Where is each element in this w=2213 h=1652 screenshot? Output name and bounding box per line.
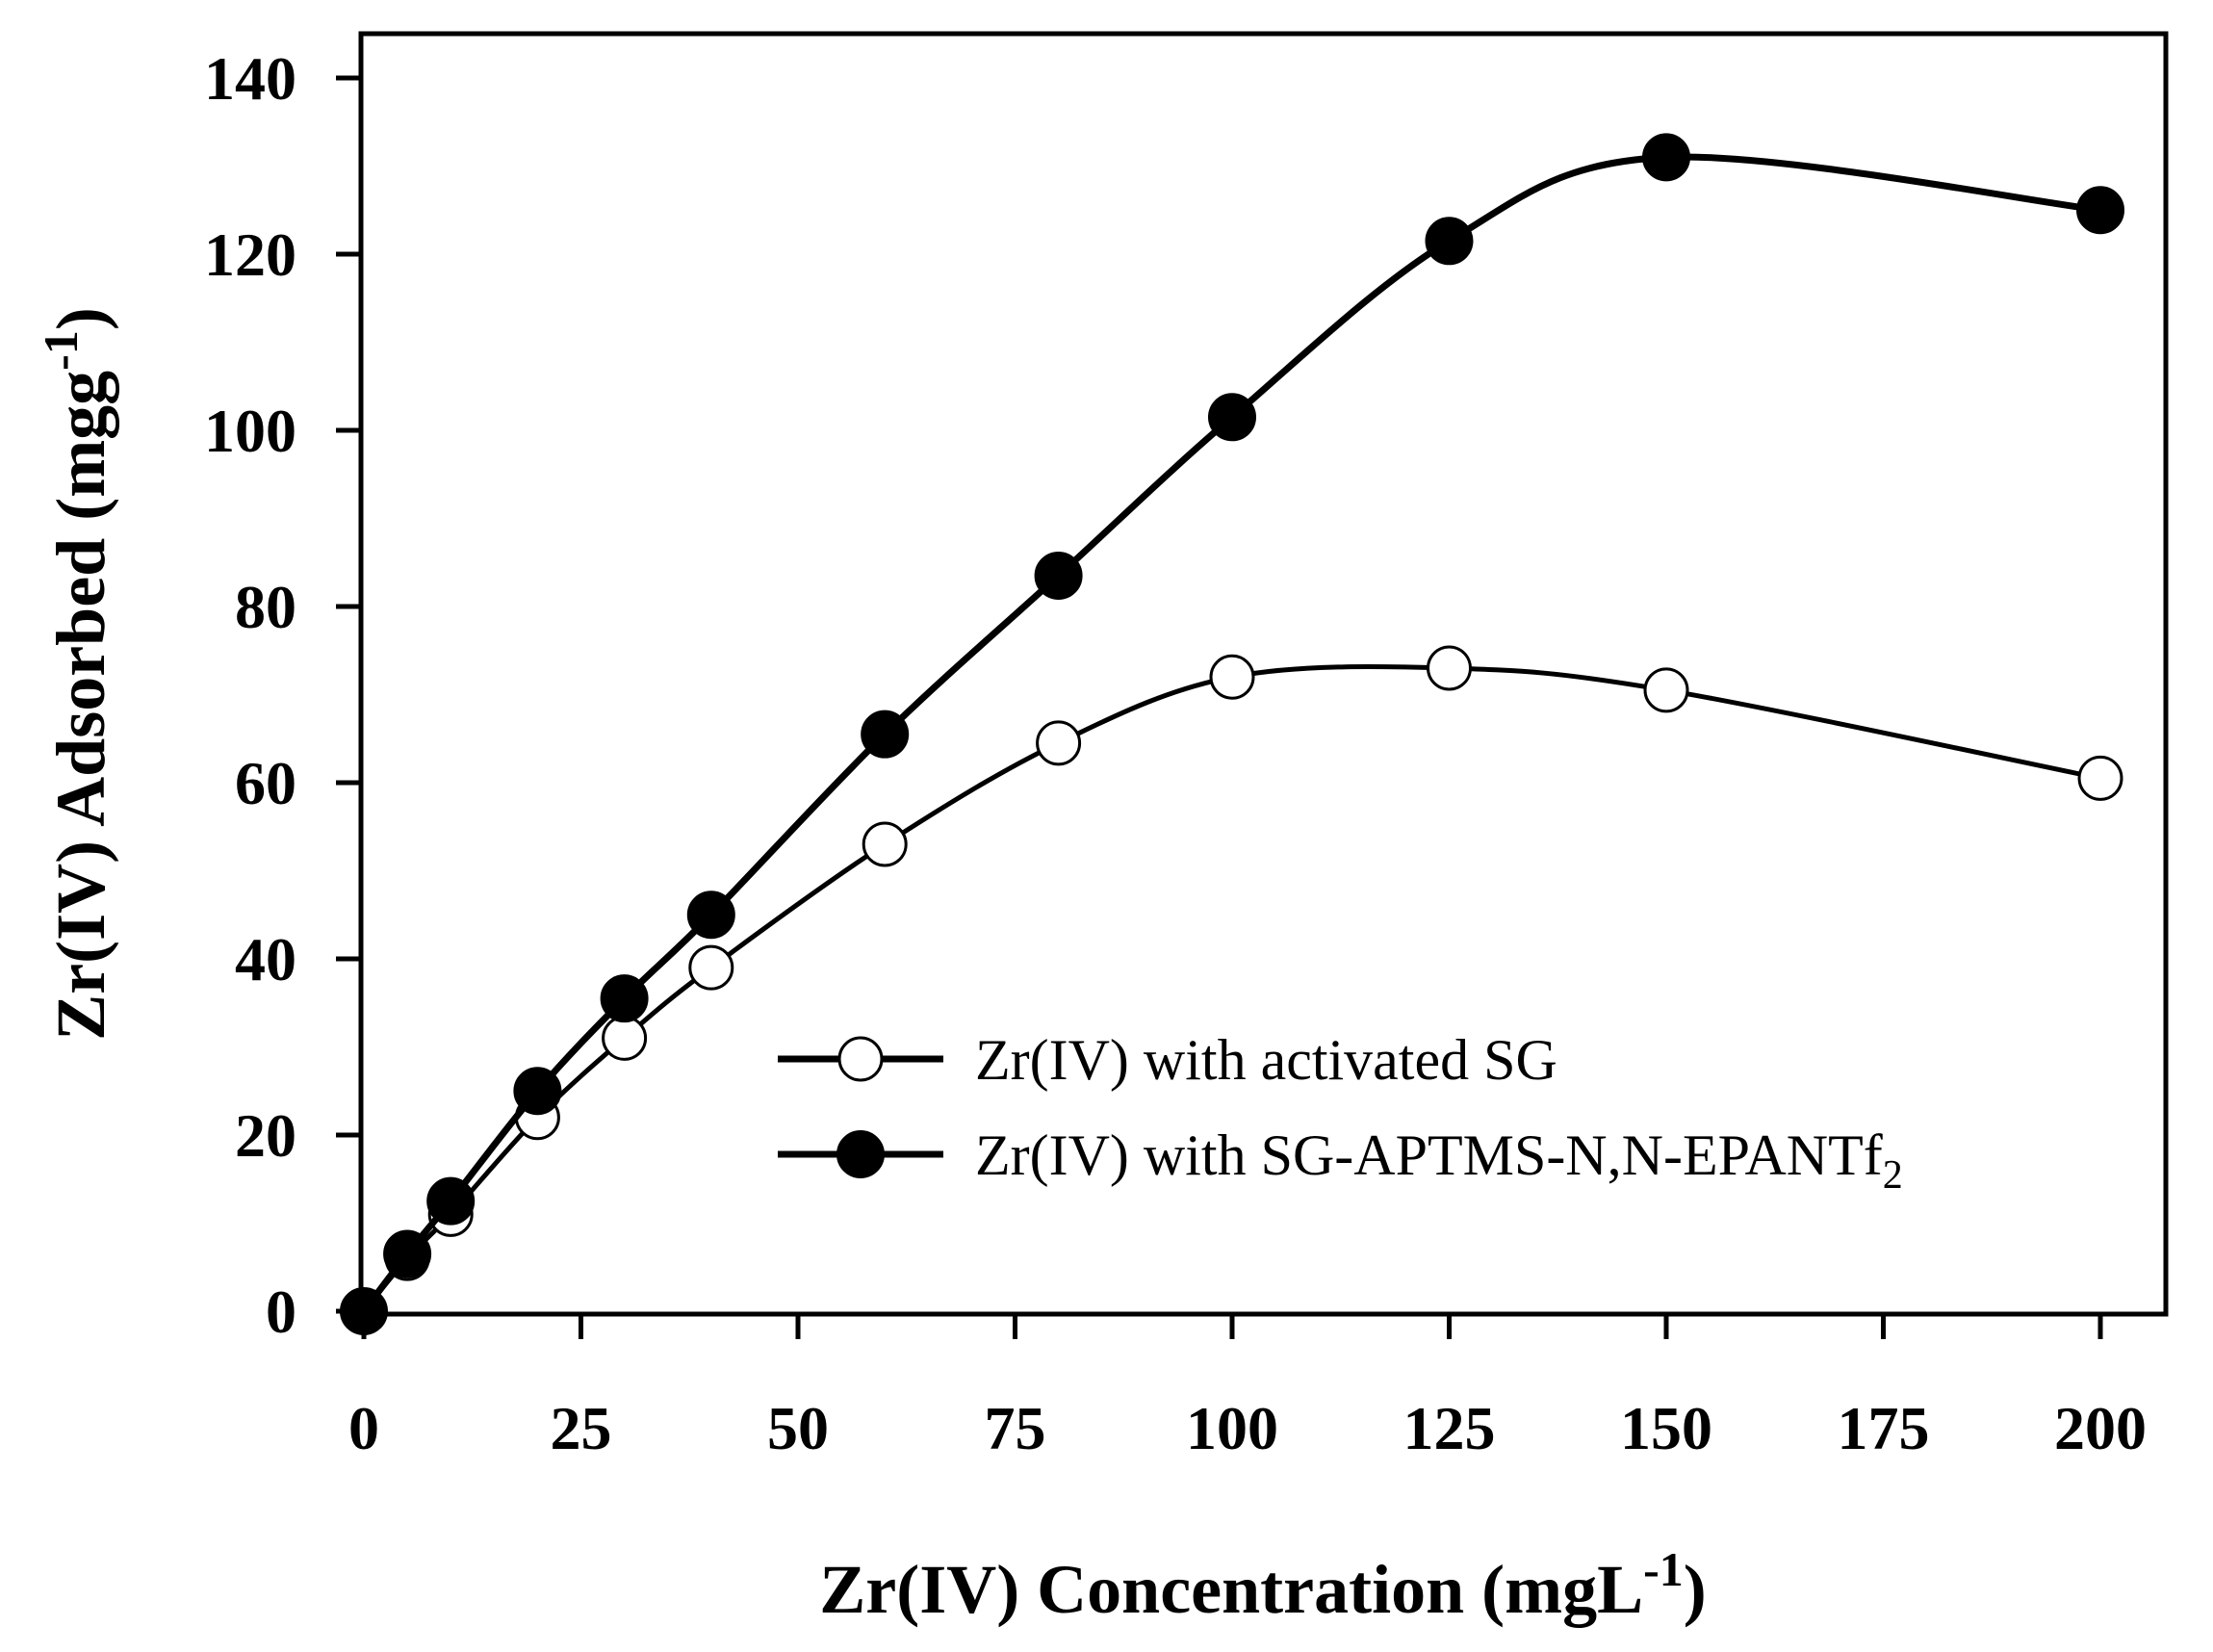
legend-marker-open-circle <box>837 1036 884 1082</box>
series-layer <box>340 133 2124 1335</box>
data-point-filled <box>600 974 649 1023</box>
data-point-filled <box>1034 551 1083 600</box>
y-tick-label: 100 <box>204 397 296 465</box>
data-point-open <box>2077 755 2123 801</box>
x-axis-title: Zr(IV) Concentration (mgL-1) <box>819 1542 1707 1628</box>
x-tick-label: 175 <box>1838 1394 1930 1462</box>
x-tick-label: 50 <box>767 1394 829 1462</box>
y-axis-title: Zr(IV) Adsorbed (mgg-1) <box>34 307 119 1041</box>
data-point-filled <box>1425 217 1474 266</box>
y-tick-label: 40 <box>235 925 296 994</box>
data-point-open <box>862 821 908 867</box>
y-tick-label: 60 <box>235 749 296 817</box>
legend-marker-filled-circle <box>836 1130 885 1178</box>
data-point-open <box>602 1015 648 1061</box>
y-tick-label: 140 <box>204 44 296 113</box>
x-tick-label: 75 <box>985 1394 1046 1462</box>
data-point-open <box>688 944 734 991</box>
y-tick-label: 0 <box>266 1278 296 1346</box>
data-point-filled <box>513 1067 562 1116</box>
y-tick-label: 20 <box>235 1101 296 1170</box>
legend-label-activated-sg: Zr(IV) with activated SG <box>975 1028 1557 1092</box>
y-tick-label: 80 <box>235 573 296 641</box>
y-tick-label: 120 <box>204 220 296 289</box>
data-point-filled <box>383 1229 432 1278</box>
data-point-filled <box>426 1176 476 1226</box>
axis-ticks: 0 25 50 75 100 125 150 175 200 0 20 40 60 80 100 120 140 <box>204 44 2147 1462</box>
legend-label-subscript: 2 <box>1883 1153 1903 1198</box>
x-tick-label: 150 <box>1620 1394 1712 1462</box>
data-point-filled <box>2076 186 2124 235</box>
series-line-2 <box>361 153 2101 1314</box>
legend-label-sg-aptms: Zr(IV) with SG-APTMS-N,N-EPANTf2 <box>975 1123 1903 1198</box>
x-tick-label: 100 <box>1186 1394 1278 1462</box>
data-point-open <box>1036 720 1082 766</box>
data-point-filled <box>1208 393 1256 442</box>
data-point-filled <box>340 1287 388 1335</box>
data-point-filled <box>686 891 735 940</box>
data-point-filled <box>861 710 910 759</box>
y-axis-title-superscript: -1 <box>34 330 88 371</box>
data-point-open <box>1427 645 1472 691</box>
data-point-filled <box>1642 133 1690 182</box>
x-tick-label: 25 <box>551 1394 612 1462</box>
data-point-open <box>1643 667 1689 713</box>
legend: Zr(IV) with activated SG Zr(IV) with SG-… <box>778 1028 1903 1198</box>
data-point-open <box>1209 654 1255 700</box>
x-axis-title-superscript: -1 <box>1643 1542 1684 1596</box>
plot-frame <box>358 31 2169 1317</box>
series-line-1 <box>362 664 2101 1313</box>
x-tick-label: 125 <box>1403 1394 1496 1462</box>
x-tick-label: 200 <box>2054 1394 2147 1462</box>
x-tick-label: 0 <box>348 1394 379 1462</box>
